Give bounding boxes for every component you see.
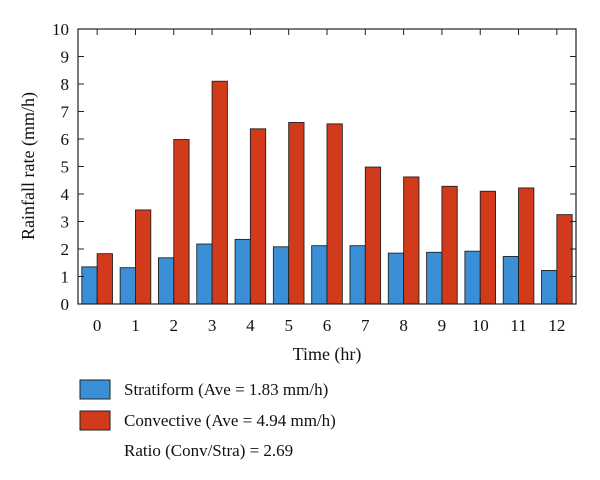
bar-convective-2 [173,139,190,305]
bar-convective-3 [211,80,228,305]
bar-convective-11 [518,187,535,305]
bar-convective-8 [403,176,420,305]
legend-swatch-convective [79,410,111,431]
bar-stratiform-2 [157,257,175,305]
bar-stratiform-5 [272,246,290,305]
x-axis-label: Time (hr) [293,344,362,365]
bars-layer [81,80,573,305]
x-tick-label-9: 9 [438,316,447,335]
x-tick-label-4: 4 [246,316,255,335]
bar-stratiform-6 [311,245,328,305]
y-tick-label: 9 [61,48,70,67]
bar-stratiform-10 [464,250,481,305]
legend: Stratiform (Ave = 1.83 mm/h) Convective … [79,379,336,460]
bar-convective-9 [441,185,458,305]
x-tick-label-12: 12 [548,316,565,335]
legend-label-convective: Convective (Ave = 4.94 mm/h) [124,411,336,430]
ratio-annotation: Ratio (Conv/Stra) = 2.69 [124,441,293,460]
x-tick-label-5: 5 [284,316,293,335]
bar-convective-5 [288,122,305,305]
y-axis-label: Rainfall rate (mm/h) [18,92,39,240]
bar-stratiform-0 [81,266,98,305]
x-tick-label-7: 7 [361,316,370,335]
bar-convective-7 [364,166,382,305]
x-tick-label-2: 2 [170,316,179,335]
x-tick-label-1: 1 [131,316,140,335]
legend-label-stratiform: Stratiform (Ave = 1.83 mm/h) [124,380,328,399]
y-tick-label: 2 [61,240,70,259]
bar-stratiform-1 [119,267,136,305]
bar-convective-10 [479,190,497,305]
bar-convective-6 [326,123,343,305]
x-tick-label-10: 10 [472,316,489,335]
x-tick-label-3: 3 [208,316,217,335]
bar-stratiform-3 [196,243,213,305]
y-tick-label: 3 [61,213,70,232]
bar-convective-0 [96,253,113,305]
y-tick-label: 6 [61,130,70,149]
y-tick-label: 0 [61,295,70,314]
bar-convective-4 [249,128,267,305]
bar-stratiform-7 [349,245,366,305]
bar-stratiform-4 [234,238,251,305]
bar-stratiform-11 [502,255,519,305]
x-tick-label-8: 8 [399,316,408,335]
x-tick-label-6: 6 [323,316,332,335]
bar-convective-1 [135,209,152,305]
y-tick-label: 1 [61,268,70,287]
y-tick-label: 7 [61,103,70,122]
y-tick-label: 4 [61,185,70,204]
bar-stratiform-12 [541,270,558,305]
x-tick-label-11: 11 [510,316,526,335]
bar-convective-12 [556,214,573,305]
legend-swatch-stratiform [79,379,111,400]
y-tick-label: 10 [52,20,69,39]
bar-stratiform-9 [426,251,443,305]
y-tick-label: 8 [61,75,70,94]
bar-stratiform-8 [387,252,405,305]
x-tick-label-0: 0 [93,316,102,335]
y-tick-label: 5 [61,158,70,177]
